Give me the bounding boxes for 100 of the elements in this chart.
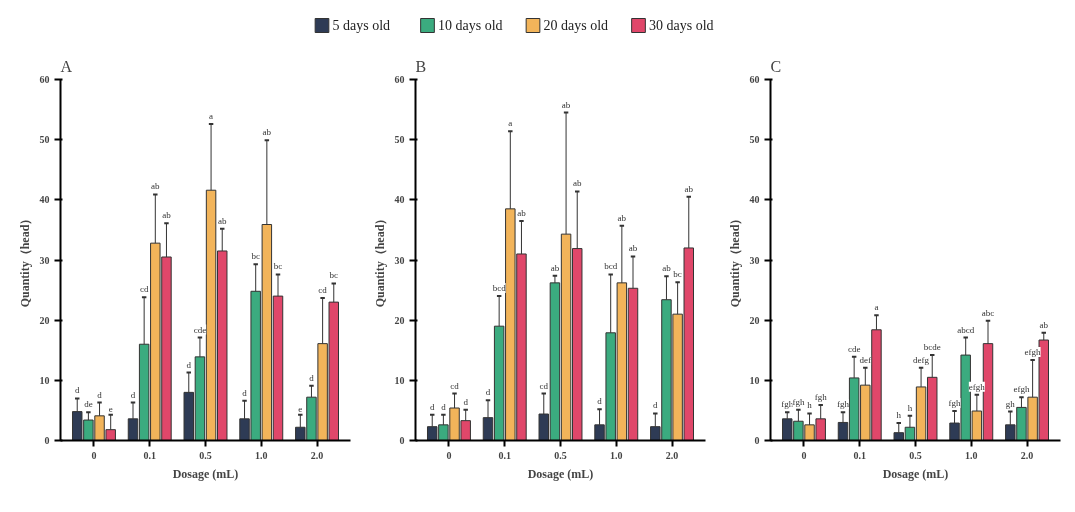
annotation: d: [186, 359, 192, 370]
y-tick-label: 40: [749, 194, 760, 206]
annotation: d: [653, 400, 659, 411]
annotation: fgh: [781, 399, 794, 410]
y-axis-title: Quantity（head）: [372, 212, 387, 308]
annotation: bcd: [492, 283, 507, 294]
annotation: bc: [329, 270, 339, 281]
x-tick-label: 0.1: [143, 449, 156, 461]
annotation: cd: [318, 284, 328, 295]
x-tick-label: 0: [91, 449, 97, 461]
legend-label: 30 days old: [649, 18, 714, 33]
annotation: cd: [539, 380, 549, 391]
annotation: d: [309, 372, 315, 383]
annotation: cde: [847, 343, 861, 354]
x-axis-title: Dosage (mL): [172, 466, 239, 481]
annotation: d: [597, 396, 603, 407]
y-tick-label: 60: [39, 74, 50, 85]
x-axis-title: Dosage (mL): [527, 466, 594, 481]
y-tick-label: 50: [749, 134, 760, 146]
annotation: h: [896, 410, 902, 421]
annotation: h: [807, 400, 813, 411]
annotation: efgh: [1024, 346, 1042, 357]
annotation: bc: [251, 251, 260, 262]
annotation: de: [84, 399, 93, 410]
y-tick-label: 40: [394, 194, 405, 206]
annotation: fgh: [837, 399, 850, 410]
annotation: ab: [572, 178, 582, 189]
x-tick-label: 2.0: [665, 449, 679, 461]
y-tick-label: 10: [749, 374, 760, 386]
y-tick-label: 20: [394, 314, 405, 326]
y-tick-label: 30: [749, 254, 760, 266]
x-tick-label: 0.5: [199, 449, 212, 461]
y-axis-title: Quantity（head）: [17, 212, 32, 308]
y-tick-label: 40: [39, 194, 50, 206]
y-tick-label: 30: [39, 254, 50, 266]
annotation: def: [859, 354, 872, 365]
annotation: bcd: [604, 261, 618, 272]
annotation: ab: [151, 181, 161, 192]
y-tick-label: 30: [394, 254, 405, 266]
annotation: ab: [617, 212, 627, 223]
annotation: d: [74, 385, 80, 396]
annotation: ab: [217, 215, 227, 226]
annotation: gh: [1005, 398, 1016, 409]
annotation: abc: [981, 307, 995, 318]
annotation: ab: [517, 207, 527, 218]
annotation: d: [463, 396, 469, 407]
annotation: cd: [139, 284, 149, 295]
annotation: ab: [561, 99, 571, 110]
annotation: bc: [273, 261, 283, 272]
annotation: bc: [673, 269, 682, 280]
annotation: d: [441, 401, 447, 412]
x-tick-label: 2.0: [1020, 449, 1034, 461]
annotation: cd: [450, 380, 460, 391]
legend-label: 5 days old: [332, 18, 391, 33]
y-axis-title: Quantity（head）: [727, 212, 742, 308]
x-tick-label: 1.0: [965, 449, 978, 461]
annotation: a: [209, 111, 214, 122]
annotation: ab: [1039, 319, 1049, 330]
y-tick-label: 50: [394, 134, 405, 146]
annotation: ab: [684, 183, 694, 194]
y-tick-label: 20: [749, 314, 760, 326]
y-tick-label: 50: [39, 134, 50, 146]
annotation: bcde: [923, 342, 941, 353]
annotation: d: [130, 389, 136, 400]
annotation: ab: [262, 127, 272, 138]
annotation: ab: [662, 263, 672, 274]
chart-title: A: [60, 57, 73, 75]
y-tick-label: 60: [394, 74, 405, 85]
y-tick-label: 10: [39, 374, 50, 386]
y-tick-label: 0: [44, 435, 50, 446]
y-tick-label: 20: [39, 314, 50, 326]
x-axis-title: Dosage (mL): [882, 466, 949, 481]
x-tick-label: 0.1: [498, 449, 511, 461]
annotation: efgh: [968, 381, 986, 392]
x-tick-label: 2.0: [310, 449, 324, 461]
x-tick-label: 0: [446, 449, 452, 461]
legend-label: 10 days old: [438, 18, 503, 33]
annotation: e: [108, 403, 113, 414]
legend-label: 20 days old: [543, 18, 609, 33]
annotation: cde: [193, 324, 207, 335]
annotation: efgh: [1013, 384, 1030, 395]
y-tick-label: 10: [394, 374, 405, 386]
x-tick-label: 1.0: [610, 449, 623, 461]
annotation: ab: [162, 210, 172, 221]
annotation: fgh: [948, 398, 962, 409]
x-tick-label: 0.5: [554, 449, 567, 461]
y-tick-label: 60: [749, 74, 760, 85]
annotation: fgh: [814, 392, 828, 402]
x-tick-label: 0.5: [909, 449, 922, 461]
chart-title: C: [770, 57, 782, 75]
annotation: ab: [550, 262, 560, 273]
annotation: e: [298, 403, 303, 414]
chart-title: B: [415, 57, 427, 75]
annotation: defg: [913, 354, 930, 365]
x-tick-label: 1.0: [255, 449, 268, 461]
y-tick-label: 0: [399, 435, 405, 446]
annotation: d: [242, 387, 248, 398]
annotation: ab: [628, 243, 638, 254]
y-tick-label: 0: [754, 435, 760, 446]
annotation: d: [97, 389, 103, 400]
